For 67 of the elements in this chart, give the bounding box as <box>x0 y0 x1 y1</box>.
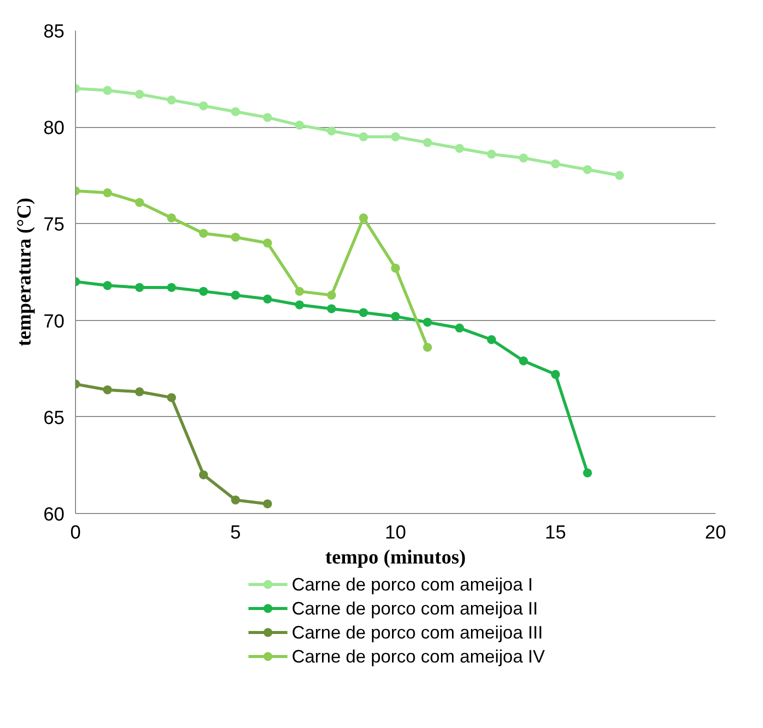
point <box>103 188 112 198</box>
point <box>263 238 272 248</box>
point <box>295 120 304 130</box>
point <box>167 213 176 222</box>
point <box>135 282 144 292</box>
point <box>391 312 400 321</box>
point <box>199 286 208 296</box>
y-axis-title: temperatura (°C) <box>13 198 36 346</box>
point <box>455 324 464 333</box>
y-tick-label: 65 <box>43 408 65 429</box>
point <box>327 290 336 300</box>
point <box>231 495 240 504</box>
x-tick-label: 10 <box>384 522 406 544</box>
point <box>199 228 208 238</box>
point <box>455 144 464 153</box>
x-tick-label: 15 <box>544 522 566 544</box>
point <box>167 393 176 402</box>
point <box>583 468 592 478</box>
point <box>327 126 336 136</box>
point <box>103 281 112 290</box>
point <box>551 159 560 168</box>
legend-label: Carne de porco com ameijoa III <box>292 622 543 642</box>
point <box>103 385 112 394</box>
y-tick-label: 80 <box>43 118 65 140</box>
point <box>295 300 304 310</box>
x-tick-label: 0 <box>70 522 81 544</box>
point <box>487 335 496 344</box>
y-tick-label: 85 <box>43 22 65 42</box>
point <box>231 290 240 300</box>
point <box>359 132 368 142</box>
point <box>231 107 240 116</box>
point <box>295 286 304 296</box>
point <box>327 304 336 314</box>
point <box>391 264 400 273</box>
y-tick-label: 75 <box>43 214 65 236</box>
point <box>519 356 528 366</box>
point <box>519 154 528 163</box>
point <box>487 150 496 159</box>
point <box>167 96 176 105</box>
x-tick-label: 20 <box>704 522 726 544</box>
point <box>231 232 240 242</box>
point <box>359 308 368 318</box>
point <box>135 90 144 99</box>
point <box>551 370 560 379</box>
legend-label: Carne de porco com ameijoa IV <box>292 646 545 666</box>
point <box>263 499 272 508</box>
y-tick-label: 70 <box>43 311 65 332</box>
y-tick-label: 60 <box>43 504 65 526</box>
x-axis-title: tempo (minutos) <box>325 546 466 568</box>
point <box>103 86 112 95</box>
x-tick-label: 5 <box>230 522 241 544</box>
point <box>135 387 144 396</box>
point <box>263 112 272 122</box>
point <box>263 294 272 304</box>
point <box>423 342 432 352</box>
point <box>583 165 592 174</box>
point <box>391 132 400 142</box>
legend-label: Carne de porco com ameijoa I <box>292 574 533 594</box>
point <box>167 282 176 292</box>
point <box>199 470 208 480</box>
point <box>423 318 432 327</box>
point <box>135 198 144 207</box>
point <box>199 101 208 110</box>
legend-label: Carne de porco com ameijoa II <box>292 598 538 618</box>
point <box>615 170 624 180</box>
point <box>359 213 368 222</box>
point <box>423 138 432 148</box>
